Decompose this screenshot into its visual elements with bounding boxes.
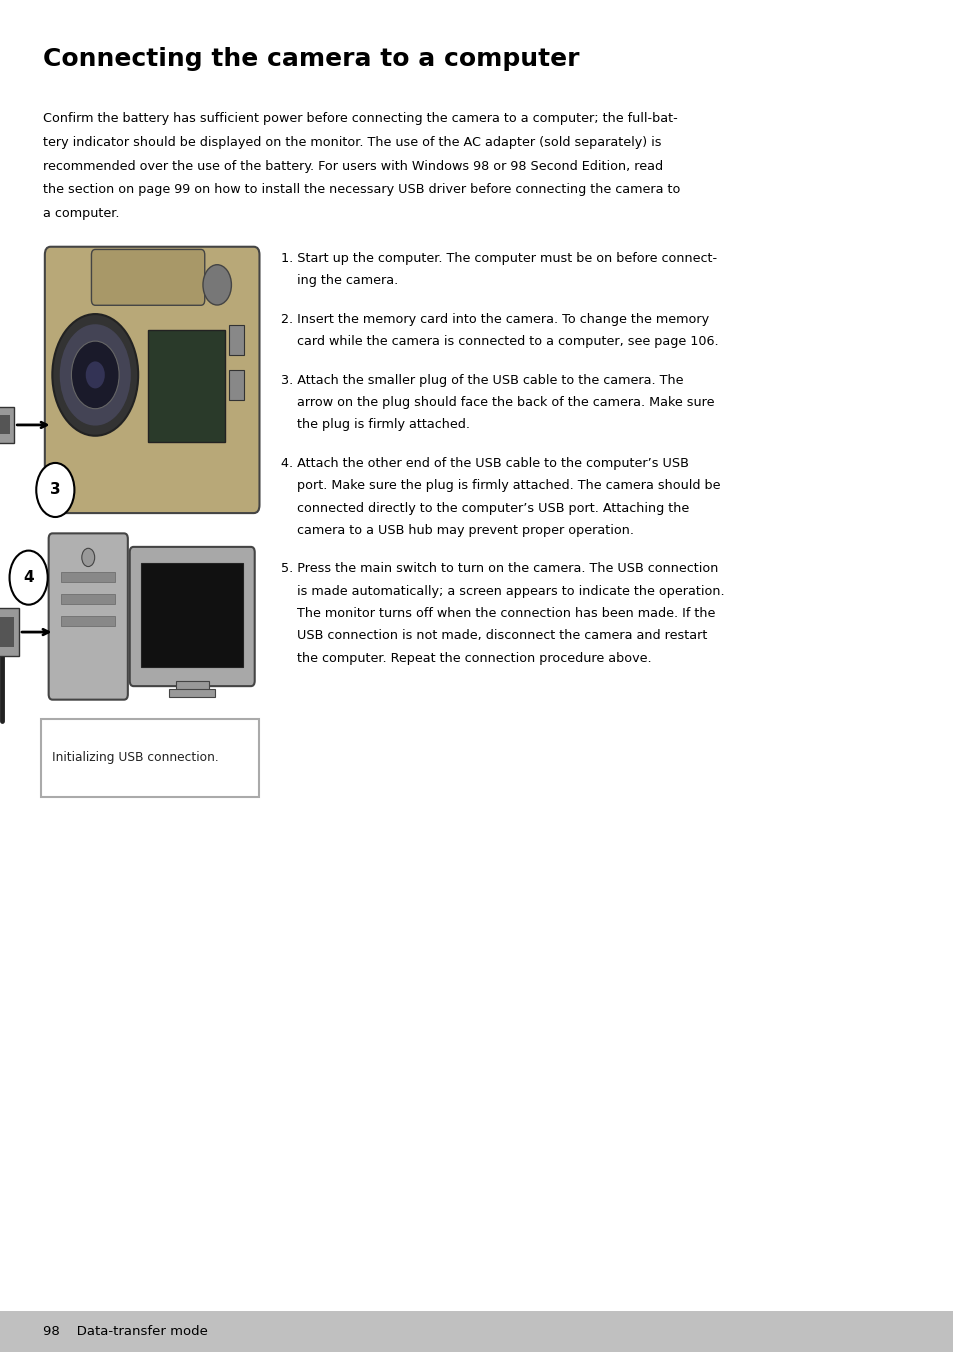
Circle shape — [10, 550, 48, 604]
Text: camera to a USB hub may prevent proper operation.: camera to a USB hub may prevent proper o… — [281, 525, 634, 537]
FancyBboxPatch shape — [91, 250, 205, 306]
Circle shape — [86, 361, 105, 388]
Bar — [61, 594, 115, 604]
Text: 5. Press the main switch to turn on the camera. The USB connection: 5. Press the main switch to turn on the … — [281, 562, 718, 576]
Text: a computer.: a computer. — [43, 207, 119, 220]
Text: 1. Start up the computer. The computer must be on before connect-: 1. Start up the computer. The computer m… — [281, 253, 717, 265]
Bar — [0, 608, 19, 657]
Circle shape — [71, 341, 119, 408]
Text: The monitor turns off when the connection has been made. If the: The monitor turns off when the connectio… — [281, 607, 715, 621]
Circle shape — [59, 323, 132, 426]
Bar — [0, 618, 14, 648]
Text: Connecting the camera to a computer: Connecting the camera to a computer — [43, 47, 578, 72]
Text: ing the camera.: ing the camera. — [281, 274, 398, 288]
FancyBboxPatch shape — [130, 548, 254, 687]
Circle shape — [82, 549, 94, 566]
Bar — [0, 415, 10, 434]
Bar — [229, 370, 243, 400]
Text: 3. Attach the smaller plug of the USB cable to the camera. The: 3. Attach the smaller plug of the USB ca… — [281, 375, 683, 387]
Circle shape — [52, 314, 138, 435]
Text: connected directly to the computer’s USB port. Attaching the: connected directly to the computer’s USB… — [281, 502, 689, 515]
FancyBboxPatch shape — [49, 534, 128, 700]
Bar — [0, 407, 14, 442]
Text: 4: 4 — [23, 571, 34, 585]
Text: 4. Attach the other end of the USB cable to the computer’s USB: 4. Attach the other end of the USB cable… — [281, 457, 689, 470]
Text: the plug is firmly attached.: the plug is firmly attached. — [281, 419, 470, 431]
Text: tery indicator should be displayed on the monitor. The use of the AC adapter (so: tery indicator should be displayed on th… — [43, 137, 660, 149]
Text: 98    Data-transfer mode: 98 Data-transfer mode — [43, 1325, 208, 1338]
Circle shape — [36, 462, 74, 516]
Bar — [0, 1311, 953, 1352]
Bar — [169, 690, 215, 698]
Text: card while the camera is connected to a computer, see page 106.: card while the camera is connected to a … — [281, 335, 719, 349]
Text: Confirm the battery has sufficient power before connecting the camera to a compu: Confirm the battery has sufficient power… — [43, 112, 677, 126]
Bar — [141, 564, 243, 668]
Text: port. Make sure the plug is firmly attached. The camera should be: port. Make sure the plug is firmly attac… — [281, 480, 720, 492]
Text: Initializing USB connection.: Initializing USB connection. — [52, 752, 219, 764]
Text: is made automatically; a screen appears to indicate the operation.: is made automatically; a screen appears … — [281, 585, 724, 598]
Text: the computer. Repeat the connection procedure above.: the computer. Repeat the connection proc… — [281, 652, 651, 665]
Text: 3: 3 — [50, 483, 61, 498]
Bar — [148, 330, 225, 442]
Bar — [175, 681, 209, 692]
Text: the section on page 99 on how to install the necessary USB driver before connect: the section on page 99 on how to install… — [43, 184, 679, 196]
Text: 2. Insert the memory card into the camera. To change the memory: 2. Insert the memory card into the camer… — [281, 314, 709, 326]
Bar — [61, 615, 115, 626]
Bar — [61, 572, 115, 583]
Bar — [41, 719, 258, 798]
Text: recommended over the use of the battery. For users with Windows 98 or 98 Second : recommended over the use of the battery.… — [43, 160, 662, 173]
Bar — [229, 324, 243, 356]
Text: arrow on the plug should face the back of the camera. Make sure: arrow on the plug should face the back o… — [281, 396, 714, 410]
Text: USB connection is not made, disconnect the camera and restart: USB connection is not made, disconnect t… — [281, 630, 707, 642]
FancyBboxPatch shape — [45, 247, 259, 514]
Circle shape — [203, 265, 232, 306]
